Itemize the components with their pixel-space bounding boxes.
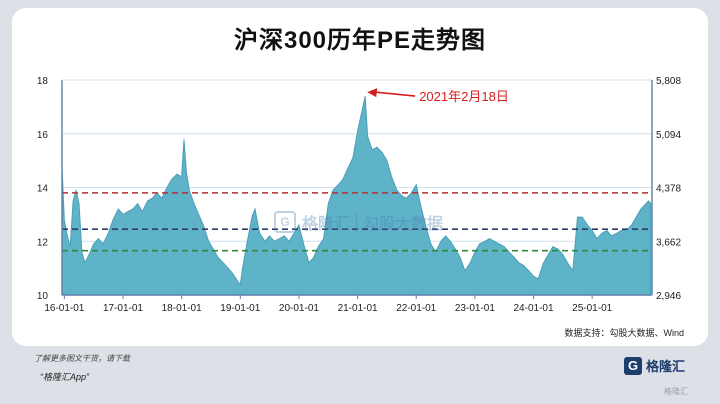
data-source: 数据支持：勾股大数据、Wind [564,328,684,338]
watermark-brand2: 勾股大数据 [363,216,444,233]
y-tick-label: 16 [37,130,49,141]
x-tick-label: 18-01-01 [162,303,202,314]
annotation-arrow-line [375,91,416,97]
annotation-label: 2021年2月18日 [419,89,509,104]
watermark-brand: 格隆汇 [302,216,351,233]
x-tick-label: 16-01-01 [44,303,84,314]
x-tick-label: 17-01-01 [103,303,143,314]
y2-tick-label: 5,808 [656,76,681,87]
logo-text: 格隆汇 [646,359,686,374]
x-tick-label: 20-01-01 [279,303,319,314]
y2-tick-label: 3,662 [656,237,681,248]
y-tick-label: 10 [37,291,49,302]
y-tick-label: 14 [37,184,49,195]
pe-area-series [61,95,652,296]
x-tick-label: 19-01-01 [220,303,260,314]
y2-tick-label: 4,378 [656,184,681,195]
x-tick-label: 25-01-01 [572,303,612,314]
y-tick-label: 12 [37,237,49,248]
x-tick-label: 21-01-01 [338,303,378,314]
watermark-separator [356,212,358,232]
x-tick-label: 22-01-01 [396,303,436,314]
watermark: G 格隆汇 勾股大数据 [274,210,443,234]
promo-line-2: “格隆汇App” [40,372,90,382]
promo-line-1: 了解更多图文干货，请下载 [34,354,130,363]
corner-watermark: 格隆汇 [664,387,688,396]
y2-tick-label: 2,946 [656,291,681,302]
y-tick-label: 18 [37,76,49,87]
x-tick-label: 24-01-01 [514,303,554,314]
brand-logo[interactable]: G 格隆汇 [624,356,685,375]
annotation-arrow-head [367,88,378,98]
x-tick-label: 23-01-01 [455,303,495,314]
logo-g-icon: G [624,356,642,375]
y2-tick-label: 5,094 [656,130,681,141]
chart-title: 沪深300历年PE走势图 [233,27,487,54]
watermark-logo-icon: G [274,211,296,233]
